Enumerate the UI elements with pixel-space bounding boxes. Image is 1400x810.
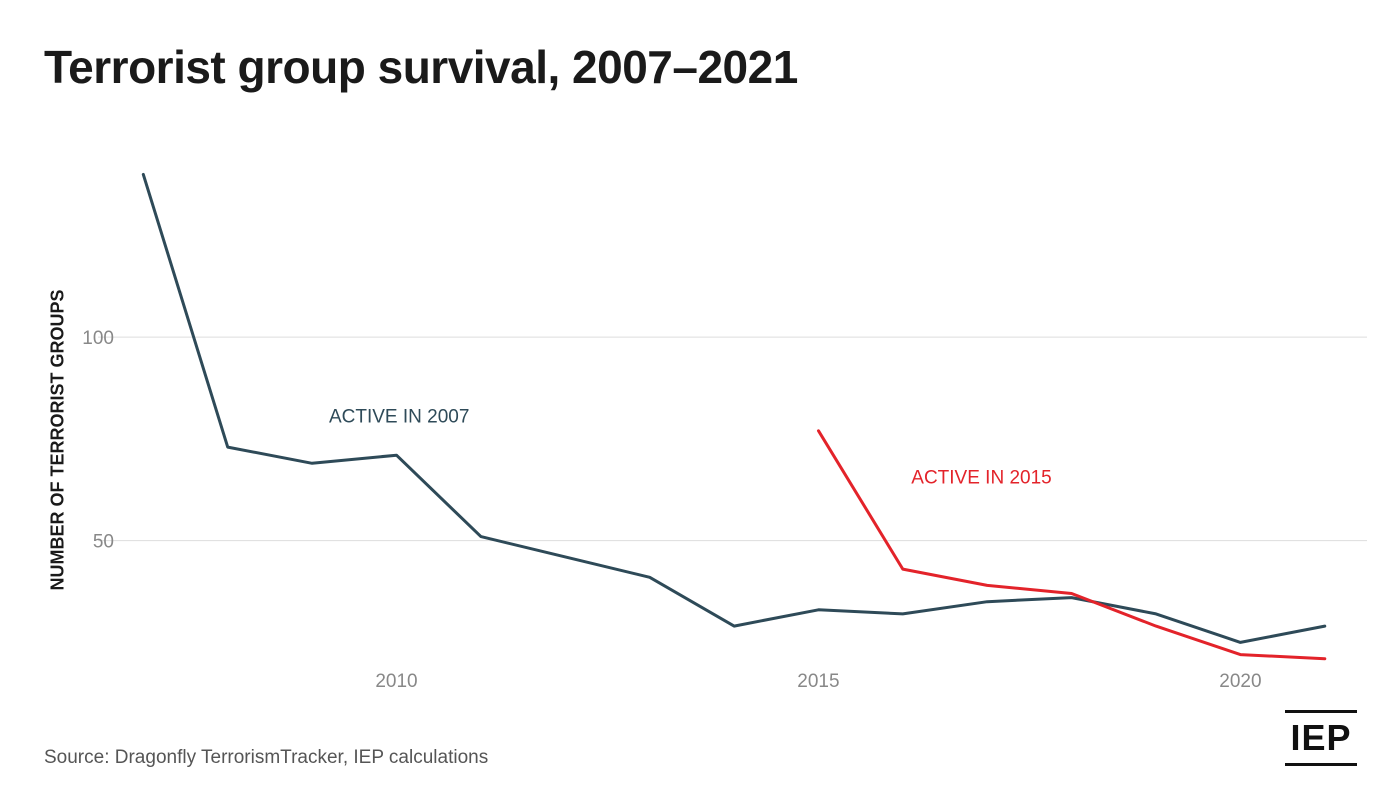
- y-tick-label-50: 50: [93, 532, 114, 553]
- source-note: Source: Dragonfly TerrorismTracker, IEP …: [44, 747, 489, 768]
- x-tick-label-2015: 2015: [797, 671, 839, 692]
- series-line-active-in-2007: [141, 172, 1327, 644]
- x-tick-label-2010: 2010: [375, 671, 417, 692]
- series-label-active-in-2007: ACTIVE IN 2007: [329, 407, 469, 428]
- chart-title: Terrorist group survival, 2007–2021: [44, 41, 798, 93]
- series-line-active-in-2015: [817, 429, 1327, 661]
- x-tick-label-2020: 2020: [1219, 671, 1261, 692]
- iep-logo: IEP: [1285, 710, 1357, 766]
- y-tick-label-100: 100: [82, 328, 114, 349]
- series-label-active-in-2015: ACTIVE IN 2015: [911, 468, 1051, 489]
